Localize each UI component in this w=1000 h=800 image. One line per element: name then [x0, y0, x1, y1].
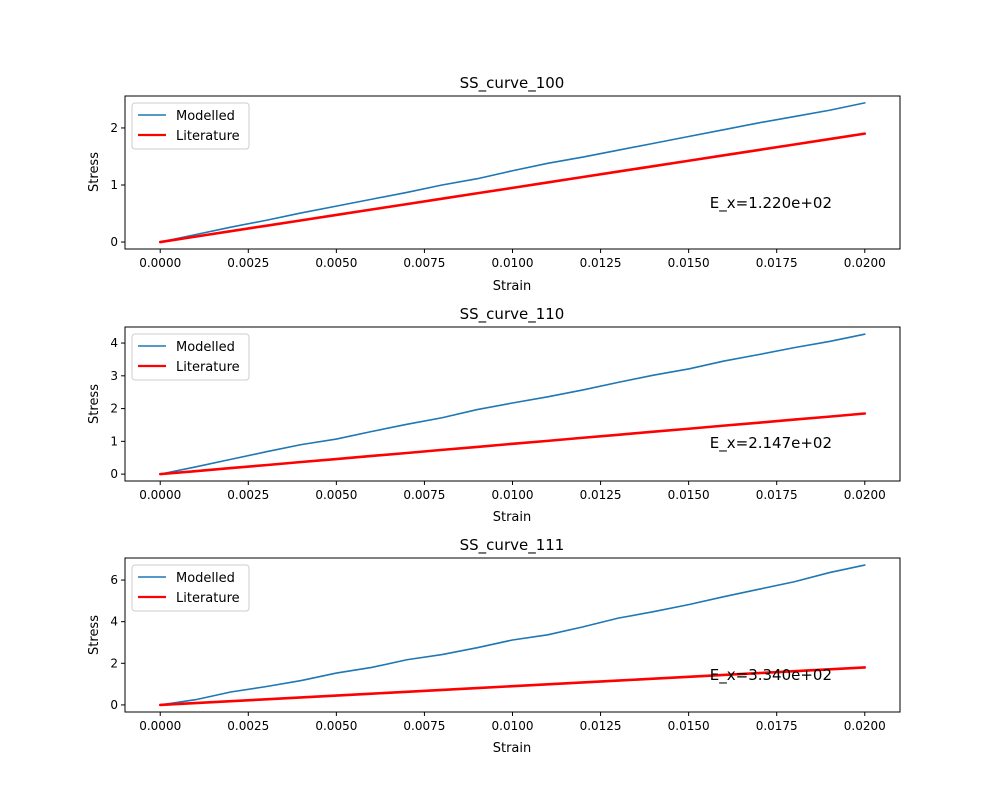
x-tick-label: 0.0025 — [227, 488, 269, 502]
x-tick-label: 0.0025 — [227, 256, 269, 270]
x-tick-label: 0.0075 — [403, 256, 445, 270]
x-tick-label: 0.0175 — [756, 488, 798, 502]
x-tick-label: 0.0000 — [139, 719, 181, 733]
x-tick-label: 0.0100 — [492, 488, 534, 502]
series-line-modelled — [159, 102, 866, 243]
x-axis-label: Strain — [493, 510, 532, 525]
x-tick-label: 0.0025 — [227, 719, 269, 733]
legend: Modelled Literature — [131, 102, 250, 150]
x-tick-label: 0.0175 — [756, 256, 798, 270]
x-tick-label: 0.0125 — [580, 256, 622, 270]
chart-title: SS_curve_100 — [460, 74, 565, 93]
legend: Modelled Literature — [131, 333, 250, 381]
x-tick-label: 0.0150 — [668, 488, 710, 502]
chart-panel-ss-curve-110: SS_curve_110 Strain Stress 0.0000 0.0025 0… — [87, 305, 901, 525]
legend-entry: Modelled — [176, 340, 235, 355]
x-tick-label: 0.0050 — [315, 719, 357, 733]
y-axis-label: Stress — [87, 384, 102, 424]
y-tick-label: 4 — [110, 336, 118, 350]
x-tick-label: 0.0125 — [580, 719, 622, 733]
y-tick-label: 0 — [110, 698, 118, 712]
modulus-annotation: E_x=1.220e+02 — [710, 194, 832, 213]
y-tick-label: 6 — [110, 573, 118, 587]
x-tick-label: 0.0200 — [844, 719, 886, 733]
y-tick-label: 0 — [110, 467, 118, 481]
x-tick-label: 0.0100 — [492, 719, 534, 733]
series-line-literature — [158, 666, 867, 707]
modulus-annotation: E_x=3.340e+02 — [710, 666, 832, 685]
legend-entry: Modelled — [176, 109, 235, 124]
y-tick-label: 1 — [110, 434, 118, 448]
chart-panel-ss-curve-100: SS_curve_100 Strain Stress 0.0000 0.0025 0… — [87, 74, 901, 294]
y-tick-label: 0 — [110, 235, 118, 249]
x-axis-label: Strain — [493, 279, 532, 294]
y-tick-label: 2 — [110, 402, 118, 416]
x-tick-label: 0.0150 — [668, 256, 710, 270]
x-tick-label: 0.0200 — [844, 256, 886, 270]
x-tick-label: 0.0125 — [580, 488, 622, 502]
chart-title: SS_curve_111 — [460, 536, 565, 555]
series-line-literature — [158, 412, 867, 476]
chart-title: SS_curve_110 — [460, 305, 565, 324]
x-tick-label: 0.0150 — [668, 719, 710, 733]
x-axis-label: Strain — [493, 741, 532, 756]
x-tick-label: 0.0075 — [403, 488, 445, 502]
x-tick-label: 0.0050 — [315, 256, 357, 270]
legend: Modelled Literature — [131, 564, 250, 612]
y-tick-label: 2 — [110, 656, 118, 670]
y-axis-label: Stress — [87, 152, 102, 192]
y-tick-label: 3 — [110, 369, 118, 383]
x-tick-label: 0.0175 — [756, 719, 798, 733]
y-tick-label: 1 — [110, 178, 118, 192]
x-tick-label: 0.0075 — [403, 719, 445, 733]
x-tick-label: 0.0000 — [139, 256, 181, 270]
series-line-modelled — [159, 564, 866, 706]
series-line-modelled — [159, 333, 866, 475]
series-line-literature — [158, 132, 867, 244]
x-tick-label: 0.0050 — [315, 488, 357, 502]
modulus-annotation: E_x=2.147e+02 — [710, 434, 832, 453]
y-axis-label: Stress — [87, 615, 102, 655]
legend-entry: Modelled — [176, 571, 235, 586]
y-tick-label: 4 — [110, 615, 118, 629]
x-tick-label: 0.0000 — [139, 488, 181, 502]
legend-entry: Literature — [176, 360, 240, 375]
chart-panel-ss-curve-111: SS_curve_111 Strain Stress 0.0000 0.0025 0… — [87, 536, 901, 756]
legend-entry: Literature — [176, 129, 240, 144]
x-tick-label: 0.0100 — [492, 256, 534, 270]
x-tick-label: 0.0200 — [844, 488, 886, 502]
legend-entry: Literature — [176, 591, 240, 606]
y-tick-label: 2 — [110, 121, 118, 135]
